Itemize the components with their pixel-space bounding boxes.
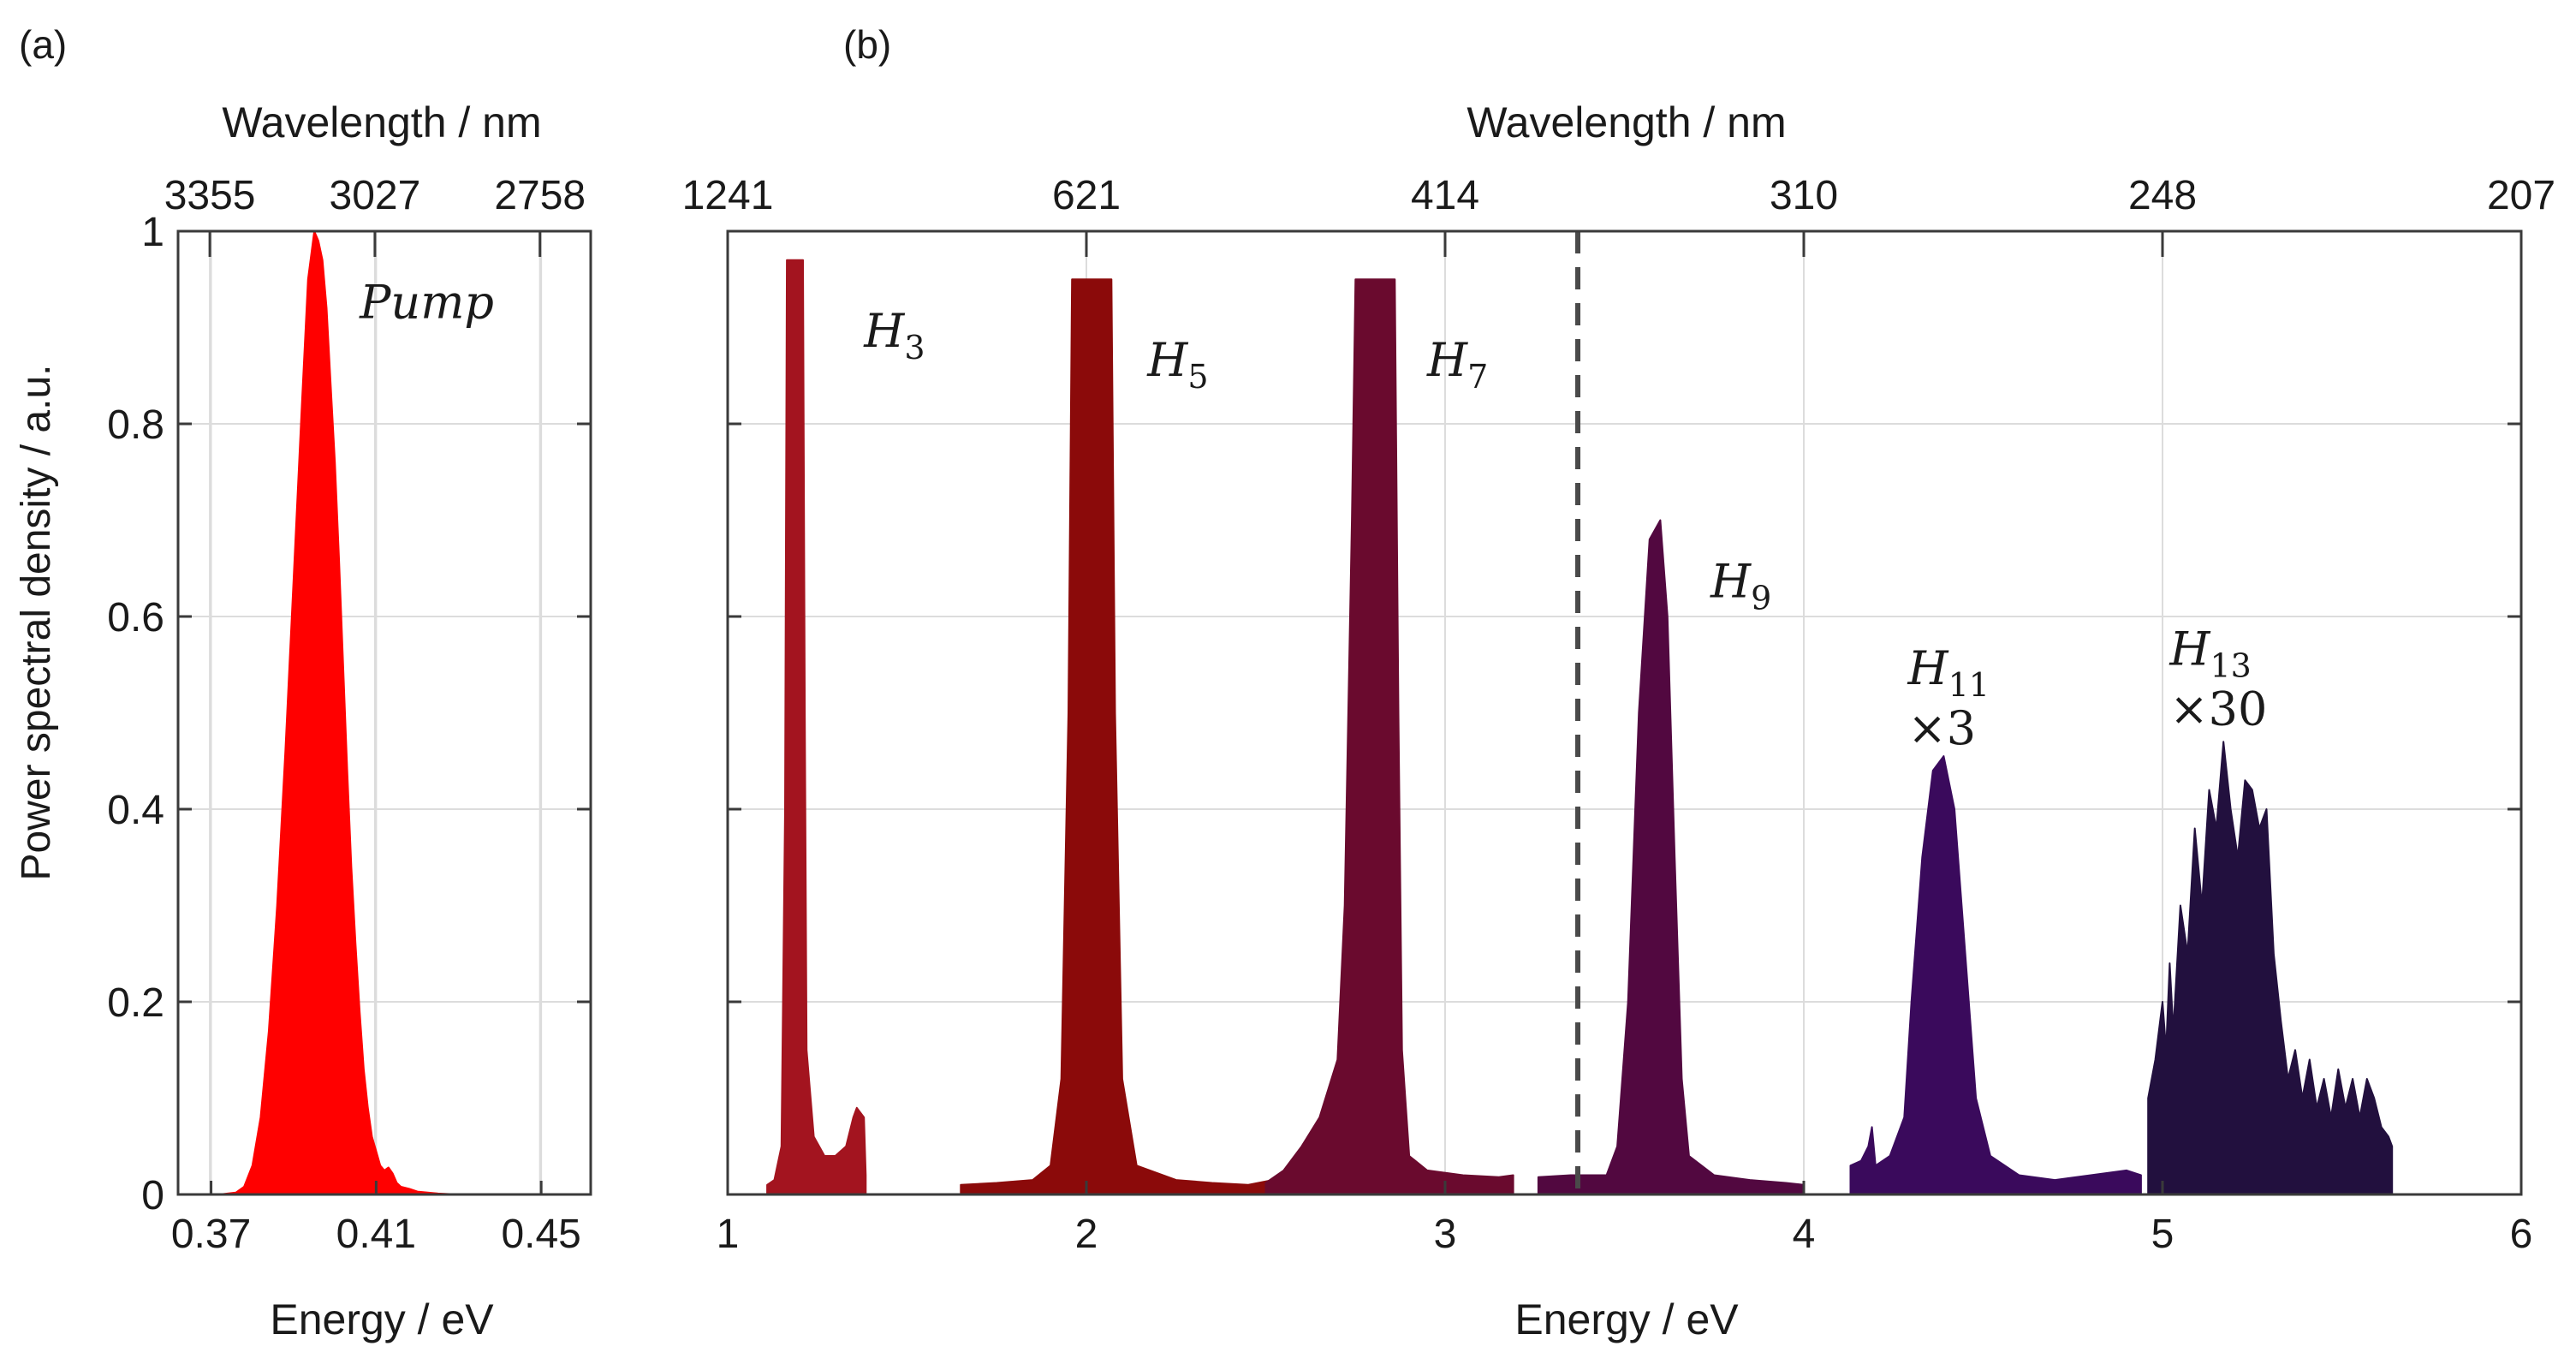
label-base: H — [1907, 641, 1949, 695]
panel-a-xlabel: Energy / eV — [270, 1296, 494, 1343]
x-tick-label: 2 — [1075, 1212, 1098, 1257]
y-tick-label: 0.2 — [107, 980, 164, 1026]
label-subscript: 7 — [1467, 358, 1488, 396]
x-tick-label: 0.41 — [336, 1212, 416, 1257]
top-tick-label: 3027 — [330, 173, 421, 218]
series-pump — [177, 230, 592, 1195]
scale-factor-h13: ×30 — [2169, 682, 2267, 736]
label-h13: H13 — [2168, 622, 2251, 684]
label-h3: H3 — [863, 304, 925, 366]
label-base: H — [1710, 555, 1752, 609]
label-base: H — [1426, 333, 1468, 387]
panel-a-pump-spectrum: (a) Wavelength / nm Energy / eV Power sp… — [14, 22, 592, 1343]
panel-a-series — [177, 230, 592, 1195]
top-tick-label: 310 — [1770, 173, 1838, 218]
series-h3 — [766, 259, 867, 1195]
label-subscript: 3 — [904, 329, 925, 366]
top-tick-label: 248 — [2128, 173, 2197, 218]
x-tick-label: 5 — [2151, 1212, 2174, 1257]
panel-a-ticks: 0 0.2 0.4 0.6 0.8 1 0.37 0.41 0.45 3355 3027 2758 — [107, 173, 591, 1257]
x-tick-label: 3 — [1434, 1212, 1457, 1257]
x-tick-label: 4 — [1793, 1212, 1816, 1257]
x-tick-label: 1 — [717, 1212, 740, 1257]
panel-a-label: (a) — [19, 22, 67, 67]
x-tick-label: 0.37 — [171, 1212, 251, 1257]
top-tick-label: 1241 — [682, 173, 774, 218]
label-base: H — [1146, 333, 1188, 387]
y-tick-label: 0.4 — [107, 788, 164, 833]
label-subscript: 5 — [1187, 358, 1208, 396]
x-tick-label: 6 — [2510, 1212, 2533, 1257]
series-h7 — [1264, 278, 1514, 1195]
label-base: H — [863, 304, 905, 358]
label-h5: H5 — [1146, 333, 1208, 396]
y-tick-label: 0.8 — [107, 402, 164, 448]
series-h13 — [2147, 741, 2394, 1195]
panel-b-ticks: 1 2 3 4 5 6 1241 621 414 310 248 207 — [682, 173, 2555, 1257]
y-tick-label: 0 — [141, 1173, 164, 1218]
panel-a-top-xlabel: Wavelength / nm — [222, 98, 541, 146]
label-h9: H9 — [1710, 555, 1771, 617]
scale-factor-h11: ×3 — [1908, 701, 1977, 755]
panel-b-harmonics: (b) Wavelength / nm Energy / eV H3 H5 H7H9… — [682, 22, 2555, 1343]
panel-a-ylabel: Power spectral density / a.u. — [14, 365, 59, 881]
panel-a-grid — [178, 230, 591, 1195]
label-subscript: 9 — [1751, 580, 1771, 617]
panel-b-xlabel: Energy / eV — [1514, 1296, 1739, 1343]
x-tick-label: 0.45 — [501, 1212, 580, 1257]
label-subscript: 13 — [2210, 646, 2251, 684]
top-tick-label: 207 — [2487, 173, 2555, 218]
label-h7: H7 — [1426, 333, 1488, 396]
y-tick-label: 0.6 — [107, 595, 164, 640]
top-tick-label: 3355 — [164, 173, 256, 218]
top-tick-label: 2758 — [494, 173, 586, 218]
panel-a-frame — [176, 229, 592, 1196]
label-base: H — [2168, 622, 2210, 676]
label-h11: H11 — [1907, 641, 1990, 704]
series-h11 — [1849, 755, 2142, 1195]
series-h9 — [1537, 519, 1805, 1195]
panel-a-annotations: Pump — [359, 275, 494, 329]
annotation-pump: Pump — [359, 275, 494, 329]
top-tick-label: 414 — [1411, 173, 1479, 218]
panel-b-label: (b) — [843, 22, 891, 67]
top-tick-label: 621 — [1052, 173, 1121, 218]
panel-b-series — [766, 259, 2394, 1195]
y-tick-label: 1 — [141, 210, 164, 255]
panel-b-top-xlabel: Wavelength / nm — [1466, 98, 1786, 146]
label-subscript: 11 — [1948, 666, 1990, 704]
panel-b-frame — [726, 229, 2523, 1196]
series-h5 — [960, 278, 1295, 1195]
